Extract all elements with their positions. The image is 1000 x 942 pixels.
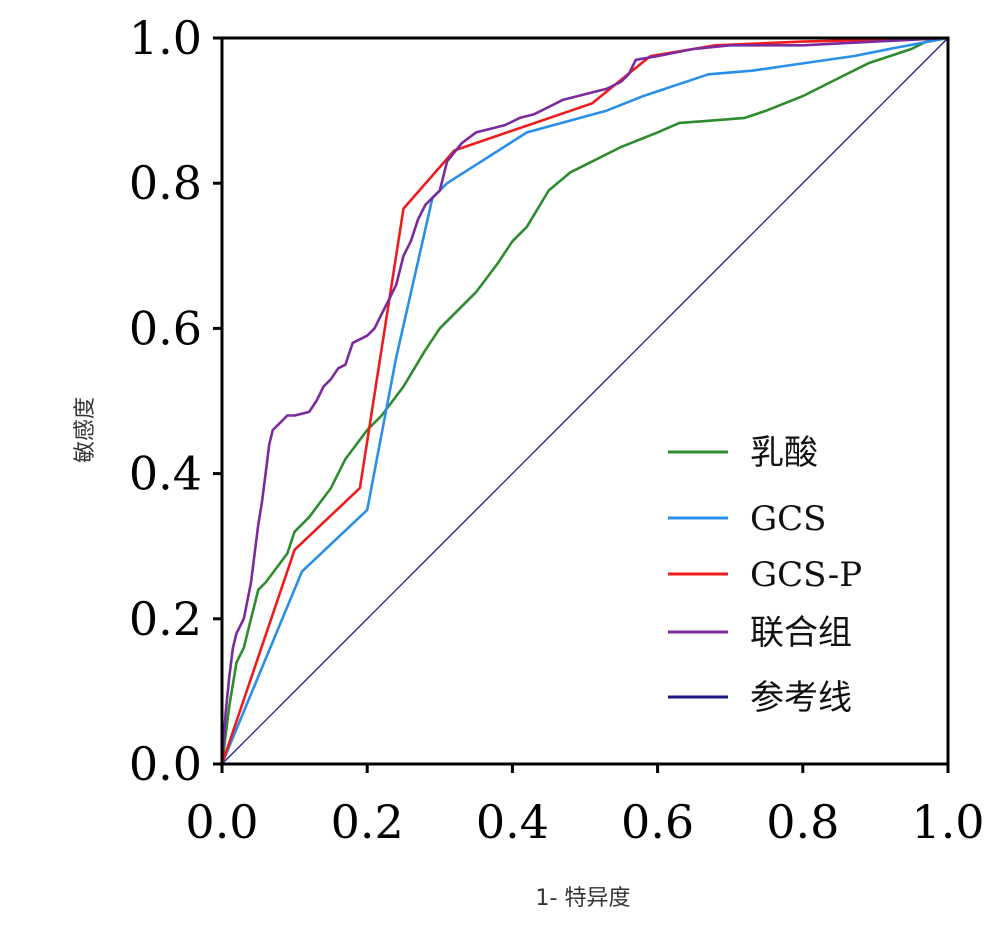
- legend-label-1: GCS: [750, 499, 826, 539]
- x-tick-label: 0.2: [331, 795, 404, 849]
- x-tick-label: 0.8: [766, 795, 839, 849]
- x-tick-label: 0.4: [476, 795, 549, 849]
- series-line-1: [220, 36, 949, 765]
- y-axis-title: 敏感度: [73, 397, 98, 463]
- x-axis-title: 1- 特异度: [536, 886, 631, 911]
- series-line-2: [220, 36, 949, 765]
- series-line-3: [220, 36, 949, 765]
- plot-lines: [220, 36, 949, 765]
- y-tick-label: 0.0: [129, 737, 202, 791]
- x-tick-label: 0.6: [621, 795, 694, 849]
- legend-label-3: 联合组: [750, 613, 852, 653]
- y-tick-label: 0.4: [129, 447, 202, 501]
- series-line-4: [221, 37, 949, 765]
- y-tick-label: 1.0: [129, 11, 202, 65]
- x-tick-label: 1.0: [911, 795, 984, 849]
- x-ticks: 0.0 0.2 0.4 0.6 0.8 1.0: [185, 764, 985, 849]
- legend-label-2: GCS-P: [750, 555, 862, 595]
- legend-label-4: 参考线: [750, 678, 852, 718]
- y-tick-label: 0.6: [129, 301, 202, 355]
- y-tick-label: 0.8: [129, 156, 202, 210]
- y-ticks: 0.0 0.2 0.4 0.6 0.8 1.0: [129, 11, 222, 791]
- x-tick-label: 0.0: [185, 795, 258, 849]
- plot-frame: [220, 36, 950, 766]
- y-tick-label: 0.2: [129, 592, 202, 646]
- axes: [220, 36, 950, 766]
- legend-label-0: 乳酸: [750, 433, 818, 473]
- series-line-0: [220, 36, 949, 765]
